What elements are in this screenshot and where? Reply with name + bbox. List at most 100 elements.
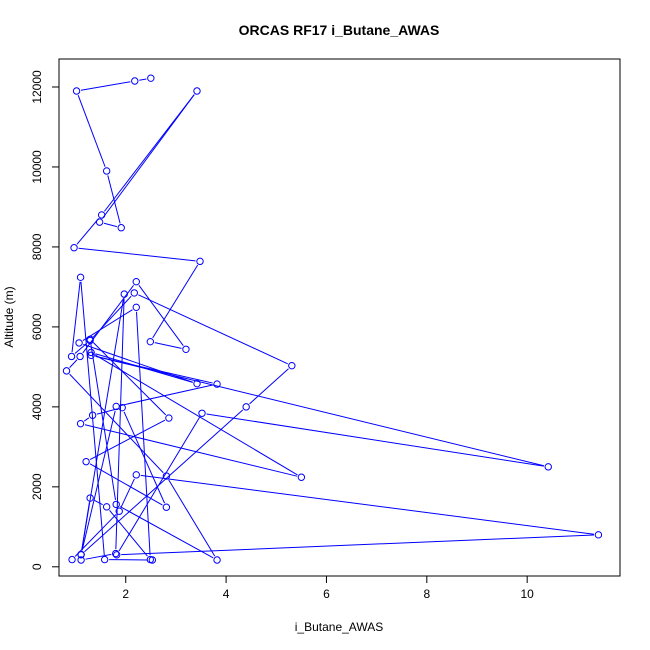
series-segment: [138, 294, 288, 365]
data-point: [148, 556, 157, 564]
series-segment: [77, 95, 106, 167]
data-point: [146, 337, 155, 346]
y-tick-label: 2000: [30, 473, 44, 500]
data-point: [120, 290, 128, 298]
data-point: [97, 211, 106, 219]
series-segment: [83, 417, 90, 422]
y-tick-label: 6000: [30, 313, 44, 340]
data-point: [86, 336, 94, 345]
y-tick-label: 10000: [30, 150, 44, 184]
x-axis-label: i_Butane_AWAS: [295, 620, 384, 634]
series-segment: [95, 355, 544, 467]
data-point: [213, 556, 221, 564]
data-point: [165, 414, 173, 422]
series-segment: [80, 81, 131, 91]
data-point: [102, 167, 111, 175]
series-segment: [154, 342, 182, 349]
y-axis-label: Altitude (m): [2, 286, 16, 347]
data-point: [87, 351, 95, 359]
data-point: [112, 549, 120, 558]
data-point: [112, 500, 120, 509]
data-point: [162, 503, 171, 511]
data-point: [76, 352, 84, 361]
series-segment: [138, 285, 184, 346]
series-segment: [152, 264, 199, 339]
data-point: [72, 87, 81, 95]
data-point: [213, 380, 221, 388]
data-point: [88, 411, 97, 419]
data-point: [193, 87, 201, 95]
series-segment: [120, 478, 135, 508]
y-tick-label: 0: [30, 563, 44, 570]
x-tick-label: 8: [423, 587, 430, 601]
data-point: [77, 551, 85, 559]
data-point: [95, 218, 104, 226]
series-layer: [62, 74, 603, 564]
data-point: [62, 367, 71, 375]
data-point: [87, 348, 95, 357]
data-point: [102, 503, 111, 511]
series-segment: [78, 247, 196, 262]
series-segment: [85, 553, 112, 560]
series-segment: [206, 413, 544, 467]
series-segment: [101, 94, 195, 219]
series-segment: [69, 359, 78, 368]
series-segment: [93, 499, 103, 506]
series-segment: [76, 218, 100, 245]
data-point: [75, 339, 83, 347]
data-point: [67, 352, 76, 361]
series-segment: [139, 78, 147, 81]
data-point: [198, 409, 206, 417]
data-point: [147, 74, 155, 82]
data-point: [594, 531, 603, 539]
data-point: [82, 457, 90, 466]
series-segment: [81, 298, 124, 551]
data-point: [77, 556, 85, 564]
series-segment: [84, 424, 298, 477]
data-point: [242, 403, 250, 411]
x-tick-label: 10: [520, 587, 534, 601]
data-point: [544, 463, 552, 471]
data-point: [193, 379, 201, 388]
data-point: [86, 494, 94, 502]
data-point: [132, 303, 140, 312]
series-segment: [136, 311, 151, 556]
series-segment: [82, 309, 133, 341]
data-point: [100, 555, 109, 564]
data-point: [76, 419, 85, 428]
series-segment: [109, 509, 148, 557]
data-point: [113, 551, 121, 559]
series-segment: [103, 94, 195, 212]
x-axis: 2 4 6 8 10: [122, 575, 534, 601]
series-segment: [120, 384, 213, 406]
series-segment: [89, 419, 166, 460]
data-point: [70, 244, 78, 252]
series-segment: [121, 534, 594, 556]
series-segment: [103, 222, 117, 228]
series-segment: [249, 368, 289, 405]
series-segment: [168, 479, 216, 557]
y-tick-label: 8000: [30, 233, 44, 260]
y-tick-label: 12000: [30, 70, 44, 104]
data-point: [288, 361, 296, 370]
y-axis: 0 2000 4000 6000 8000 10000 12000: [30, 70, 60, 570]
data-point: [297, 473, 306, 481]
data-point: [117, 224, 125, 232]
data-point: [76, 273, 85, 282]
data-point: [196, 257, 204, 266]
data-point: [132, 471, 140, 479]
data-point: [182, 345, 190, 353]
y-tick-label: 4000: [30, 393, 44, 420]
series-segment: [71, 281, 81, 353]
series-segment: [81, 410, 116, 551]
series-segment: [92, 342, 167, 416]
x-tick-label: 6: [323, 587, 330, 601]
data-point: [131, 77, 139, 85]
series-segment: [119, 506, 214, 559]
data-point: [112, 402, 120, 411]
data-point: [162, 472, 171, 480]
series-segment: [82, 285, 134, 354]
series-segment: [69, 373, 164, 474]
